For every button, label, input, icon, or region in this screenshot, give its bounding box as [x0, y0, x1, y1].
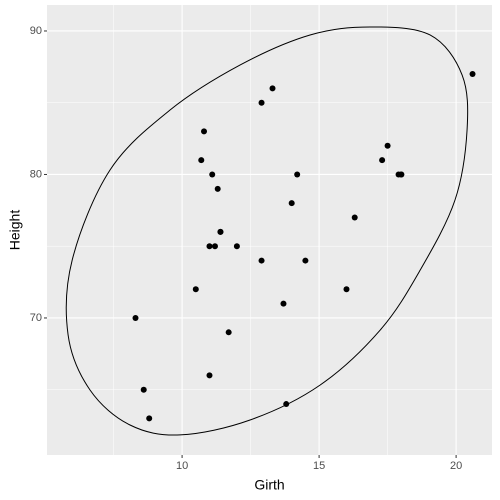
x-tick-label: 20 [450, 460, 462, 472]
y-tick-label: 70 [30, 312, 42, 324]
y-axis-title: Height [7, 210, 23, 251]
point [211, 243, 218, 250]
point [288, 200, 295, 207]
y-tick-label: 90 [30, 25, 42, 37]
point [343, 286, 350, 293]
panel [47, 5, 492, 455]
point [206, 372, 213, 379]
point [351, 214, 358, 221]
point [398, 171, 405, 178]
point [269, 85, 276, 92]
x-tick-label: 10 [176, 460, 188, 472]
point [140, 386, 147, 393]
point [198, 157, 205, 164]
point [206, 243, 213, 250]
point [379, 157, 386, 164]
x-tick-label: 15 [313, 460, 325, 472]
point [209, 171, 216, 178]
x-axis-title: Girth [254, 477, 284, 493]
y-tick-label: 80 [30, 168, 42, 180]
point [225, 329, 232, 336]
point [214, 185, 221, 192]
point [302, 257, 309, 264]
point [283, 401, 290, 408]
point [280, 300, 287, 307]
point [132, 314, 139, 321]
point [201, 128, 208, 135]
point [469, 71, 476, 78]
ellipse [65, 26, 469, 436]
point [258, 257, 265, 264]
point [217, 228, 224, 235]
point [258, 99, 265, 106]
point [146, 415, 153, 422]
point [233, 243, 240, 250]
point [384, 142, 391, 149]
point [192, 286, 199, 293]
point [294, 171, 301, 178]
